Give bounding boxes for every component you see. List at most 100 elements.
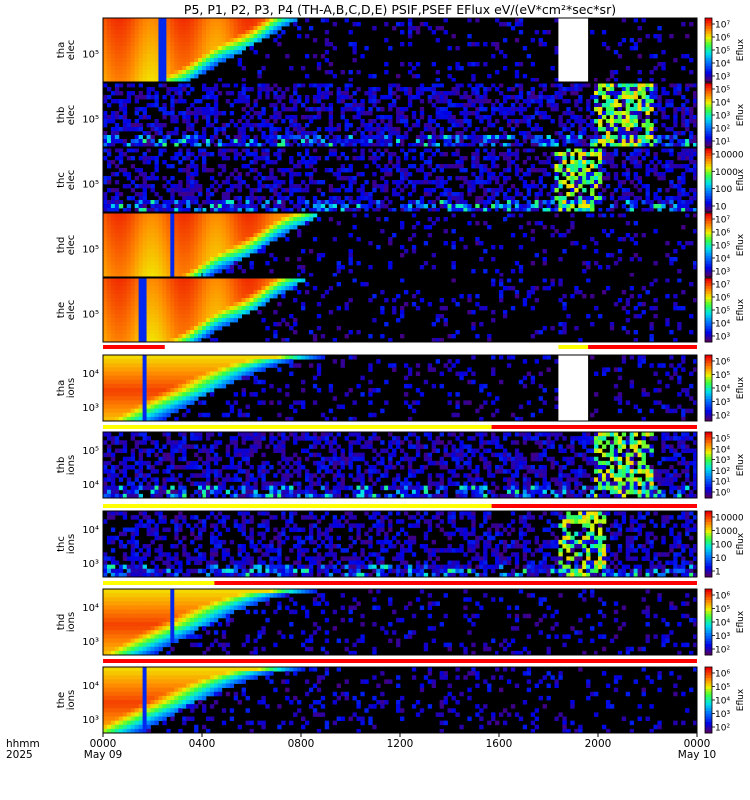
colorbar-label: Eflux: [736, 168, 746, 191]
panel-label: thdelec: [56, 235, 77, 256]
x-tick-label: 0800: [288, 738, 315, 750]
colorbar-tick-label: 10¹: [715, 138, 730, 148]
colorbar-tick-label: 10⁵: [715, 242, 730, 252]
colorbar-tick-label: 10⁷: [715, 281, 730, 291]
colorbar-label: Eflux: [736, 298, 746, 321]
panel-label: thaelec: [56, 40, 77, 61]
data-gap: [558, 355, 589, 421]
colorbar-tick-label: 10000: [715, 151, 744, 161]
colorbar: 10⁶ 10⁵ 10⁴ 10³ 10² Eflux: [704, 588, 746, 656]
colorbar-tick-label: 10⁴: [715, 255, 730, 265]
spectrogram-cells: [103, 148, 698, 213]
colorbar-label: Eflux: [736, 610, 746, 633]
colorbar-label: Eflux: [736, 688, 746, 711]
mode-bar: [103, 581, 697, 585]
mode-bar-segment: [491, 425, 697, 429]
x-tick-label: 2000: [585, 738, 612, 750]
panel-thb-elec: thbelec 10⁵ 10⁵ 10⁴ 10³ 10² 10¹ Eflux: [56, 82, 746, 148]
colorbar-tick-label: 10⁷: [715, 21, 730, 31]
colorbar-label: Eflux: [736, 103, 746, 126]
y-tick-label: 10⁵: [82, 310, 99, 321]
mode-bar-segment: [103, 425, 492, 429]
colorbar-tick-label: 10⁵: [715, 435, 730, 445]
colorbar: 10⁶ 10⁵ 10⁴ 10³ 10² Eflux: [704, 354, 746, 422]
colorbar-tick-label: 10¹: [715, 478, 730, 488]
spectrogram-cells: [103, 432, 698, 499]
x-date-label: May 09: [84, 749, 122, 761]
colorbar-tick-label: 10⁵: [715, 47, 730, 57]
x-tick-label: 1200: [387, 738, 414, 750]
colorbar-tick-label: 10⁴: [715, 619, 730, 629]
panel-label: thdions: [56, 612, 77, 632]
colorbar-label: Eflux: [736, 376, 746, 399]
colorbar-tick-label: 10²: [715, 467, 730, 477]
x-tick-label: 0000: [90, 738, 117, 750]
x-date-label: May 10: [678, 749, 716, 761]
colorbar-tick-label: 10³: [715, 710, 730, 720]
colorbar-label: Eflux: [736, 233, 746, 256]
spectrogram-cells: [103, 278, 698, 343]
y-tick-label: 10⁵: [82, 446, 99, 457]
y-tick-label: 10³: [82, 715, 99, 726]
colorbar-tick-label: 100: [715, 185, 732, 195]
colorbar-label: Eflux: [736, 453, 746, 476]
colorbar-tick-label: 10⁴: [715, 697, 730, 707]
y-tick-label: 10⁵: [82, 50, 99, 61]
panel-thd-ions: thdions 10⁴ 10³ 10⁶ 10⁵ 10⁴ 10³ 10² Eflux: [56, 588, 746, 663]
panel-tha-elec: thaelec 10⁵ 10⁷ 10⁶ 10⁵ 10⁴ 10³ Eflux: [56, 17, 746, 83]
colorbar: 10⁷ 10⁶ 10⁵ 10⁴ 10³ Eflux: [704, 277, 746, 343]
colorbar-tick-label: 10⁴: [715, 385, 730, 395]
colorbar-tick-label: 1000: [715, 527, 738, 537]
colorbar-tick-label: 10⁵: [715, 683, 730, 693]
mode-bar-segment: [103, 581, 215, 585]
y-tick-label: 10⁴: [82, 681, 99, 692]
colorbar-tick-label: 10³: [715, 456, 730, 466]
colorbar-tick-label: 10: [715, 554, 727, 564]
colorbar-tick-label: 10²: [715, 646, 730, 656]
colorbar: 10⁷ 10⁶ 10⁵ 10⁴ 10³ Eflux: [704, 212, 746, 278]
colorbar: 10000 1000 100 10 Eflux: [704, 147, 746, 213]
y-tick-label: 10⁵: [82, 115, 99, 126]
colorbar-tick-label: 10⁴: [715, 445, 730, 455]
spectrogram-cells: [103, 589, 698, 656]
panel-label: thcelec: [56, 170, 77, 191]
colorbar: 10⁶ 10⁵ 10⁴ 10³ 10² Eflux: [704, 666, 746, 734]
colorbar-tick-label: 10³: [715, 112, 730, 122]
panel-label: theions: [56, 690, 77, 710]
mode-bar-segment: [588, 345, 697, 349]
mode-bar: [103, 425, 697, 429]
y-tick-label: 10⁵: [82, 180, 99, 191]
y-tick-label: 10⁴: [82, 480, 99, 491]
colorbar-tick-label: 10: [715, 203, 727, 213]
mode-bar-segment: [103, 659, 697, 663]
spectrogram-cells: [103, 355, 698, 422]
mode-bar: [103, 659, 697, 663]
panel-thc-elec: thcelec 10⁵ 10000 1000 100 10 Eflux: [56, 147, 746, 213]
mode-bar-segment: [491, 504, 697, 508]
colorbar-tick-label: 1: [715, 568, 721, 578]
spectrogram-cells: [103, 667, 698, 734]
colorbar-tick-label: 1000: [715, 168, 738, 178]
y-tick-label: 10⁴: [82, 525, 99, 536]
panel-label: thbions: [56, 455, 77, 475]
x-axis-label: hhmm: [6, 738, 40, 750]
colorbar-tick-label: 10⁵: [715, 307, 730, 317]
colorbar-tick-label: 10³: [715, 268, 730, 278]
colorbar-tick-label: 10⁴: [715, 99, 730, 109]
panel-thd-elec: thdelec 10⁵ 10⁷ 10⁶ 10⁵ 10⁴ 10³ Eflux: [56, 212, 746, 278]
y-tick-label: 10³: [82, 637, 99, 648]
x-tick-label: 0400: [189, 738, 216, 750]
colorbar: 10⁵ 10⁴ 10³ 10² 10¹ Eflux: [704, 82, 746, 148]
panel-label: thaions: [56, 378, 77, 398]
colorbar: 10000 1000 100 10 1 Eflux: [704, 510, 746, 578]
colorbar-tick-label: 100: [715, 541, 732, 551]
colorbar-tick-label: 10⁶: [715, 229, 730, 239]
colorbar-tick-label: 10³: [715, 333, 730, 343]
colorbar-tick-label: 10⁶: [715, 670, 730, 680]
colorbar-tick-label: 10⁵: [715, 605, 730, 615]
colorbar-tick-label: 10⁵: [715, 371, 730, 381]
